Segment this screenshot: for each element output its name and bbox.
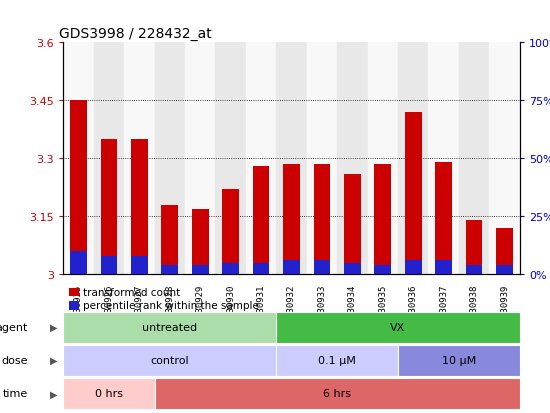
- Text: ▶: ▶: [50, 388, 57, 399]
- Bar: [131, 140, 148, 275]
- Bar: [276, 43, 307, 275]
- Bar: [459, 43, 490, 275]
- Bar: [161, 266, 178, 275]
- Text: dose: dose: [1, 355, 28, 366]
- Text: 10 μM: 10 μM: [442, 355, 476, 366]
- Bar: [246, 43, 276, 275]
- Bar: [344, 174, 361, 275]
- Bar: [222, 190, 239, 275]
- Bar: [496, 266, 513, 275]
- Text: time: time: [2, 388, 28, 399]
- Bar: [94, 43, 124, 275]
- Bar: [435, 261, 452, 275]
- Text: 0 hrs: 0 hrs: [95, 388, 123, 399]
- Bar: [375, 165, 391, 275]
- Bar: [344, 263, 361, 275]
- Text: untreated: untreated: [142, 322, 197, 332]
- Text: ▶: ▶: [50, 322, 57, 332]
- Bar: [466, 221, 482, 275]
- Bar: [63, 43, 94, 275]
- Bar: [70, 101, 87, 275]
- Bar: [337, 43, 367, 275]
- Bar: [307, 43, 337, 275]
- Bar: [155, 43, 185, 275]
- Bar: [70, 252, 87, 275]
- Bar: [101, 256, 117, 275]
- Bar: [367, 43, 398, 275]
- Bar: [405, 261, 422, 275]
- Bar: [192, 266, 208, 275]
- Bar: [283, 165, 300, 275]
- Bar: [314, 261, 331, 275]
- Bar: [405, 113, 422, 275]
- Text: percentile rank within the sample: percentile rank within the sample: [83, 301, 259, 311]
- Bar: [124, 43, 155, 275]
- Bar: [490, 43, 520, 275]
- Bar: [428, 43, 459, 275]
- Text: VX: VX: [390, 322, 406, 332]
- Bar: [283, 261, 300, 275]
- Bar: [375, 266, 391, 275]
- Bar: [185, 43, 216, 275]
- Text: agent: agent: [0, 322, 28, 332]
- Bar: [252, 167, 270, 275]
- Bar: [192, 209, 208, 275]
- Bar: [101, 140, 117, 275]
- Text: 6 hrs: 6 hrs: [323, 388, 351, 399]
- Text: 0.1 μM: 0.1 μM: [318, 355, 356, 366]
- Bar: [252, 263, 270, 275]
- Bar: [161, 205, 178, 275]
- Bar: [496, 228, 513, 275]
- Bar: [466, 266, 482, 275]
- Bar: [131, 256, 148, 275]
- Text: GDS3998 / 228432_at: GDS3998 / 228432_at: [59, 27, 211, 41]
- Text: control: control: [151, 355, 189, 366]
- Bar: [314, 165, 331, 275]
- Bar: [216, 43, 246, 275]
- Bar: [435, 163, 452, 275]
- Bar: [398, 43, 428, 275]
- Text: ▶: ▶: [50, 355, 57, 366]
- Bar: [222, 263, 239, 275]
- Text: transformed count: transformed count: [83, 287, 180, 297]
